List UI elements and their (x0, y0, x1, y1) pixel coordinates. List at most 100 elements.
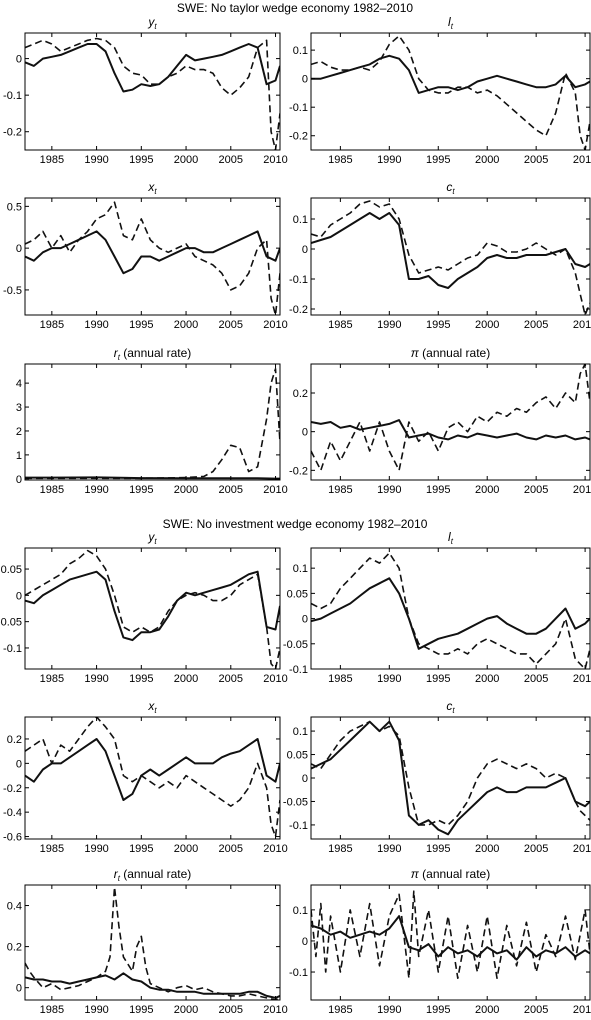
x-tick-label: 2010 (263, 154, 287, 166)
y-tick-label: 0.1 (293, 45, 308, 57)
panel-y-no-taylor: yt 0 -0.1 -0.2 1985 1990 1995 2000 2005 2010 (3, 15, 288, 166)
series-line-dashed (311, 890, 590, 979)
x-tick-label: 1985 (40, 843, 64, 855)
panel-title-symbol: π (411, 867, 420, 881)
panel-c-no-taylor: ct 0.1 0 -0.1 -0.2 1985 1990 1995 2000 2005 2010 (289, 180, 591, 331)
x-tick-label: 1995 (129, 1004, 153, 1016)
x-tick-label: 1985 (328, 154, 352, 166)
x-tick-label: 2000 (174, 484, 198, 496)
x-tick-label: 2000 (475, 1004, 499, 1016)
y-tick-label: -0.1 (3, 643, 22, 655)
x-tick-label: 1990 (84, 154, 108, 166)
series-line-solid (311, 915, 590, 961)
axes-frame (24, 884, 281, 1001)
panel-title: lt (448, 15, 454, 31)
panel-l-no-taylor: lt 0.1 0 -0.1 -0.2 1985 1990 1995 2000 2005 2010 (289, 15, 591, 166)
series-line-solid (25, 738, 280, 801)
series-line-solid (311, 720, 590, 836)
panel-title-symbol: c (446, 699, 452, 713)
x-tick-label: 1985 (40, 1004, 64, 1016)
x-tick-label: 2010 (573, 843, 591, 855)
x-tick-label: 2000 (174, 843, 198, 855)
x-tick-label: 1990 (377, 1004, 401, 1016)
x-tick-label: 2010 (263, 673, 287, 685)
y-tick-label: 3 (16, 402, 22, 414)
panel-title-subscript: t (451, 22, 454, 31)
y-tick-label: 0 (302, 936, 308, 948)
panel-title: ct (446, 699, 455, 715)
x-tick-label: 2000 (475, 154, 499, 166)
x-tick-label: 2010 (263, 843, 287, 855)
panel-title-subscript: t (118, 874, 121, 883)
y-tick-label: 0.05 (287, 588, 308, 600)
panel-title-subscript: t (452, 706, 455, 715)
x-tick-label: 1985 (328, 843, 352, 855)
series-line-dashed (311, 200, 590, 315)
panel-title-subscript: t (451, 537, 454, 546)
series-line-dashed (311, 35, 590, 150)
x-tick-label: 2000 (174, 319, 198, 331)
y-tick-label: 0 (16, 54, 22, 66)
panel-title-subscript: t (452, 187, 455, 196)
x-tick-label: 1990 (84, 673, 108, 685)
panel-y-no-investment: yt 0.05 0 -0.05 -0.1 1985 1990 1995 2000 2005 2010 (0, 530, 288, 685)
y-tick-label: -0.6 (3, 832, 22, 844)
x-tick-label: 2005 (524, 319, 548, 331)
series-line-solid (25, 570, 280, 642)
y-tick-label: -0.1 (289, 664, 308, 676)
x-tick-label: 2000 (174, 154, 198, 166)
panel-r-no-investment: rt (annual rate) 0.4 0.2 0 1985 1990 1995 2000 2… (7, 867, 288, 1016)
axes-frame (310, 32, 591, 151)
y-tick-label: 0.2 (7, 942, 22, 954)
series-line-dashed (311, 364, 590, 472)
y-tick-label: -0.5 (3, 285, 22, 297)
y-tick-label: 0 (16, 590, 22, 602)
axes-frame (310, 884, 591, 1001)
x-tick-label: 1990 (377, 154, 401, 166)
x-tick-label: 2000 (174, 1004, 198, 1016)
panel-title: yt (147, 15, 157, 31)
y-tick-label: -0.2 (289, 465, 308, 477)
panel-title-symbol: r (114, 867, 119, 881)
y-tick-label: -0.2 (289, 304, 308, 316)
x-tick-label: 1985 (328, 673, 352, 685)
panel-title: π (annual rate) (411, 867, 490, 881)
x-tick-label: 1995 (129, 673, 153, 685)
series-line-dashed (25, 886, 280, 1000)
y-tick-label: 0.4 (7, 901, 22, 913)
panel-title-subscript: t (118, 353, 121, 362)
y-tick-label: 4 (16, 378, 22, 390)
x-tick-label: 2010 (573, 1004, 591, 1016)
y-tick-label: -0.1 (3, 90, 22, 102)
x-tick-label: 1990 (377, 673, 401, 685)
axes-frame (24, 363, 281, 481)
y-tick-label: -0.05 (283, 639, 308, 651)
y-tick-label: 0 (16, 474, 22, 486)
x-tick-label: 2005 (219, 1004, 243, 1016)
series-line-dashed (25, 201, 280, 315)
panel-pi-no-investment: π (annual rate) 0.1 0 -0.1 1985 1990 1995 2000 2… (289, 867, 591, 1016)
x-tick-label: 2005 (219, 154, 243, 166)
x-tick-label: 1995 (129, 843, 153, 855)
y-tick-label: -0.2 (3, 783, 22, 795)
y-tick-label: 0.1 (293, 563, 308, 575)
panel-title: rt (annual rate) (114, 346, 192, 362)
x-tick-label: 1985 (40, 319, 64, 331)
axes-frame (310, 197, 591, 316)
x-tick-label: 2005 (524, 154, 548, 166)
series-line-dashed (25, 717, 280, 838)
y-tick-label: 0 (302, 244, 308, 256)
series-line-solid (311, 419, 590, 441)
y-tick-label: 0.2 (7, 734, 22, 746)
panel-title: π (annual rate) (411, 346, 490, 360)
panel-l-no-investment: lt 0.1 0.05 0 -0.05 -0.1 1985 1990 1995 2000 2005 2… (283, 530, 591, 685)
y-tick-label: 0 (302, 773, 308, 785)
axes-frame (24, 32, 281, 151)
x-tick-label: 1995 (129, 484, 153, 496)
x-tick-label: 1995 (426, 843, 450, 855)
y-tick-label: 0 (16, 983, 22, 995)
panel-pi-no-taylor: π (annual rate) 0.2 0 -0.2 1985 1990 1995 2000 2… (289, 346, 591, 496)
x-tick-label: 2000 (475, 843, 499, 855)
panel-title-suffix: (annual rate) (419, 346, 490, 360)
panel-title: xt (147, 180, 157, 196)
